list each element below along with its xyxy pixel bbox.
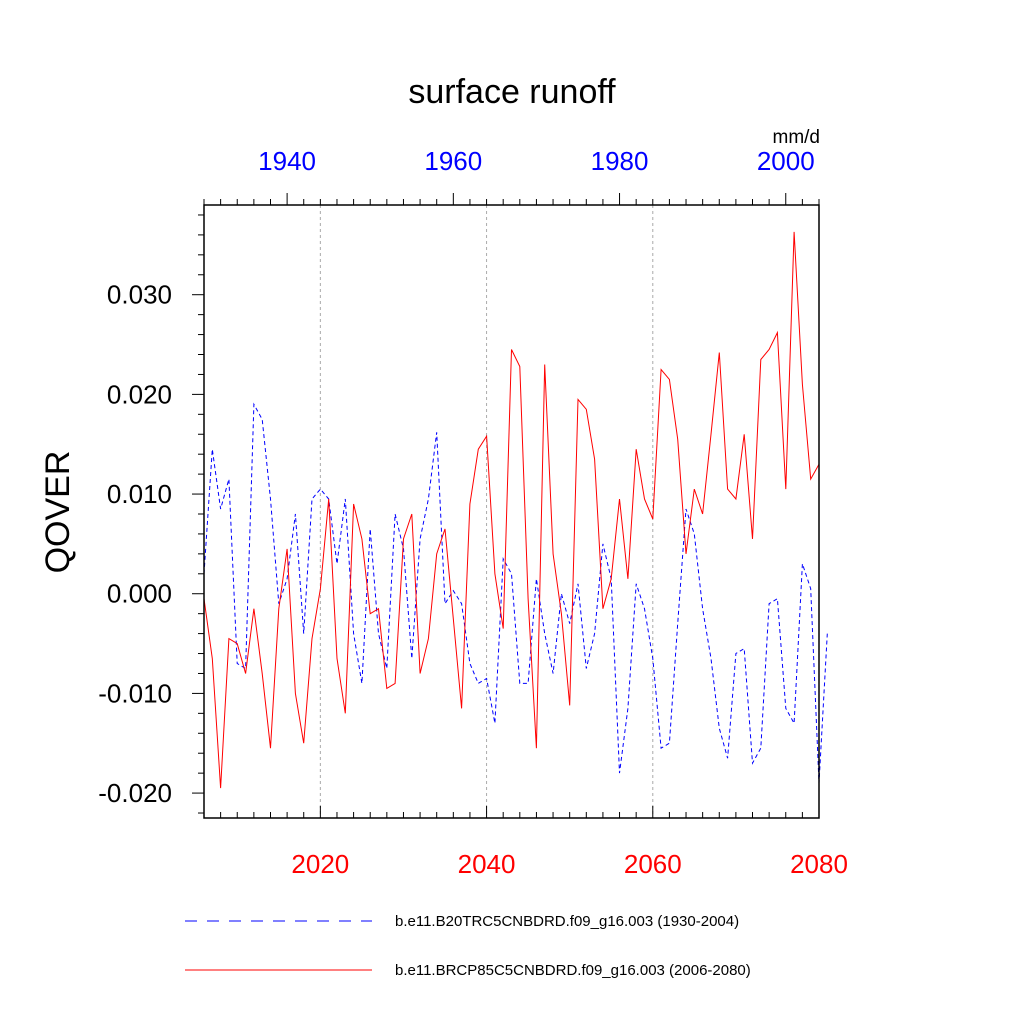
y-tick-label: 0.030 xyxy=(107,280,172,310)
series-line-future xyxy=(203,231,820,789)
y-axis-label: QOVER xyxy=(39,451,77,574)
units-label: mm/d xyxy=(773,127,821,148)
x-top-tick-label: 2000 xyxy=(757,146,815,176)
x-bottom-tick-label: 2080 xyxy=(790,849,848,879)
legend-label-future: b.e11.BRCP85C5CNBDRD.f09_g16.003 (2006-2… xyxy=(395,962,751,979)
axes: 2020 2040 2060 2080 1940 1960 1980 2000 0.030 0.0… xyxy=(98,146,848,879)
series-layer xyxy=(203,231,828,789)
y-tick-label: 0.000 xyxy=(107,579,172,609)
x-bottom-tick-label: 2040 xyxy=(458,849,516,879)
y-tick-label: 0.010 xyxy=(107,479,172,509)
y-tick-label: 0.020 xyxy=(107,379,172,409)
legend: b.e11.B20TRC5CNBDRD.f09_g16.003 (1930-20… xyxy=(185,913,751,979)
x-top-tick-label: 1980 xyxy=(591,146,649,176)
x-top-tick-label: 1960 xyxy=(424,146,482,176)
series-line-historical xyxy=(203,402,828,784)
y-tick-label: -0.020 xyxy=(98,778,172,808)
grid xyxy=(319,205,654,818)
chart-title: surface runoff xyxy=(408,73,616,111)
legend-label-historical: b.e11.B20TRC5CNBDRD.f09_g16.003 (1930-20… xyxy=(395,913,739,930)
y-tick-label: -0.010 xyxy=(98,678,172,708)
plot-frame xyxy=(203,204,820,819)
x-bottom-tick-label: 2020 xyxy=(291,849,349,879)
x-bottom-tick-label: 2060 xyxy=(624,849,682,879)
x-top-tick-label: 1940 xyxy=(258,146,316,176)
